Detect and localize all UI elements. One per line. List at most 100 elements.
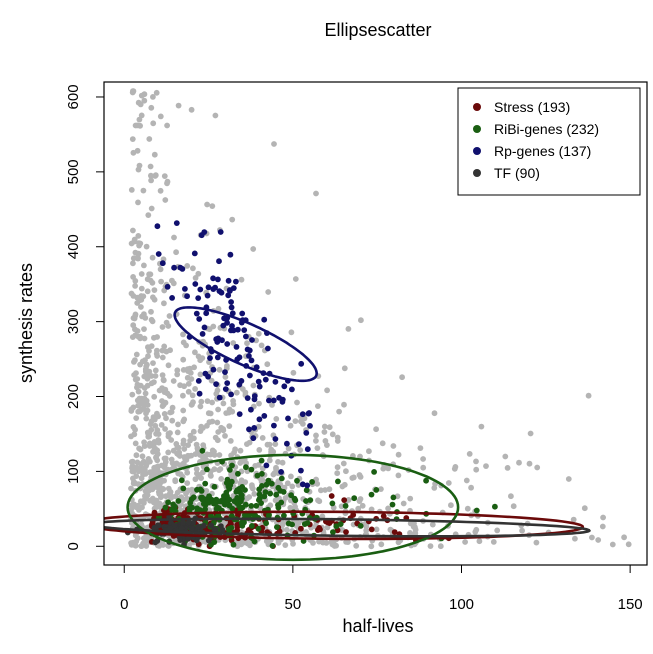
background-point bbox=[215, 305, 222, 312]
rp-genes-point bbox=[215, 276, 221, 283]
background-point bbox=[151, 334, 157, 341]
ribi-genes-point bbox=[368, 491, 375, 498]
background-point bbox=[190, 265, 196, 272]
background-point bbox=[350, 474, 357, 481]
background-point bbox=[177, 506, 184, 513]
background-point bbox=[150, 467, 157, 474]
background-point bbox=[533, 539, 540, 546]
background-point bbox=[251, 491, 258, 497]
legend-entry: RiBi-genes (232) bbox=[494, 121, 599, 137]
background-point bbox=[154, 451, 161, 457]
rp-genes-point bbox=[184, 293, 191, 300]
background-point bbox=[237, 447, 244, 454]
background-point bbox=[214, 419, 221, 426]
background-point bbox=[196, 472, 203, 478]
background-point bbox=[183, 495, 190, 502]
background-point bbox=[138, 285, 145, 292]
background-point bbox=[609, 541, 616, 548]
background-point bbox=[130, 88, 137, 95]
background-point bbox=[136, 240, 142, 247]
background-point bbox=[229, 216, 236, 223]
ribi-genes-point bbox=[303, 498, 309, 504]
background-point bbox=[189, 392, 196, 399]
ribi-genes-point bbox=[342, 503, 349, 509]
background-point bbox=[154, 347, 160, 354]
y-tick-label: 600 bbox=[65, 84, 82, 109]
background-point bbox=[478, 423, 485, 430]
ribi-genes-point bbox=[197, 486, 204, 493]
background-point bbox=[148, 172, 154, 179]
background-point bbox=[180, 407, 187, 414]
rp-genes-point bbox=[304, 482, 311, 489]
rp-genes-point bbox=[306, 410, 312, 416]
background-point bbox=[147, 421, 154, 428]
background-point bbox=[136, 466, 143, 473]
background-point bbox=[427, 543, 434, 549]
legend: Stress (193) RiBi-genes (232) Rp-genes (13… bbox=[457, 87, 641, 196]
background-point bbox=[135, 166, 142, 173]
tf-point bbox=[185, 535, 191, 542]
background-point bbox=[192, 349, 198, 356]
background-point bbox=[220, 400, 227, 407]
background-point bbox=[154, 464, 160, 470]
background-point bbox=[516, 459, 522, 466]
rp-genes-point bbox=[238, 378, 245, 384]
rp-genes-point bbox=[235, 326, 241, 333]
background-point bbox=[334, 470, 341, 477]
background-point bbox=[358, 317, 364, 324]
ribi-genes-point bbox=[233, 488, 240, 495]
background-point bbox=[211, 452, 218, 458]
ribi-genes-point bbox=[241, 519, 247, 526]
background-point bbox=[158, 422, 165, 428]
background-point bbox=[141, 385, 148, 391]
rp-genes-point bbox=[276, 394, 282, 401]
background-point bbox=[279, 459, 286, 466]
ribi-genes-point bbox=[357, 523, 364, 529]
rp-genes-point bbox=[207, 355, 213, 361]
background-point bbox=[167, 430, 173, 436]
rp-genes-point bbox=[278, 469, 284, 475]
background-point bbox=[290, 540, 296, 547]
legend-marker bbox=[473, 103, 481, 111]
rp-genes-point bbox=[228, 391, 235, 398]
y-tick-label: 300 bbox=[65, 309, 82, 334]
background-point bbox=[184, 480, 191, 486]
background-point bbox=[212, 434, 219, 441]
background-point bbox=[175, 444, 182, 451]
rp-genes-point bbox=[154, 223, 161, 230]
background-point bbox=[270, 448, 277, 455]
background-point bbox=[180, 331, 186, 338]
background-point bbox=[135, 255, 141, 262]
background-point bbox=[180, 392, 186, 399]
background-point bbox=[150, 120, 157, 127]
background-point bbox=[215, 406, 222, 413]
rp-genes-point bbox=[226, 287, 233, 293]
background-point bbox=[420, 464, 427, 471]
tf-ellipse bbox=[104, 517, 591, 538]
rp-genes-point bbox=[171, 264, 178, 271]
background-point bbox=[395, 539, 402, 546]
background-point bbox=[287, 422, 294, 429]
rp-genes-point bbox=[289, 386, 295, 393]
background-point bbox=[463, 477, 470, 484]
background-point bbox=[147, 271, 154, 278]
rp-genes-ellipse bbox=[173, 306, 319, 383]
background-point bbox=[366, 448, 372, 455]
background-point bbox=[315, 403, 321, 409]
background-point bbox=[161, 464, 168, 471]
rp-genes-point bbox=[219, 337, 225, 344]
background-point bbox=[129, 334, 136, 340]
background-point bbox=[159, 372, 166, 378]
background-point bbox=[144, 276, 151, 283]
rp-genes-point bbox=[303, 430, 310, 436]
background-point bbox=[163, 319, 170, 326]
background-point bbox=[184, 489, 190, 495]
background-point bbox=[189, 401, 195, 408]
background-point bbox=[399, 374, 405, 381]
background-point bbox=[134, 300, 141, 306]
background-point bbox=[244, 441, 250, 447]
rp-genes-point bbox=[241, 327, 248, 333]
background-point bbox=[139, 358, 146, 365]
ribi-genes-point bbox=[280, 489, 287, 495]
ribi-genes-point bbox=[275, 504, 282, 511]
